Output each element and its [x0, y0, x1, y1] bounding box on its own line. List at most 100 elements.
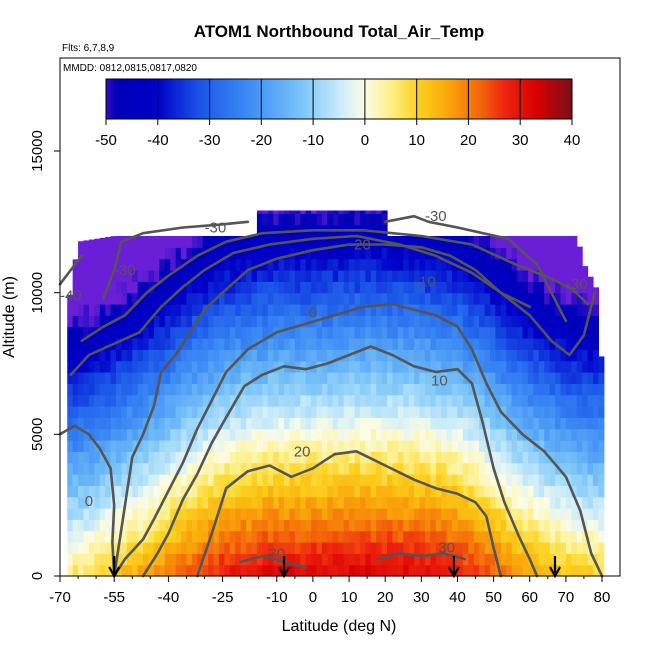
- heatmap-cell: [392, 326, 399, 339]
- heatmap-cell: [446, 542, 453, 554]
- heatmap-cell: [316, 553, 323, 566]
- heatmap-cell: [370, 417, 377, 430]
- heatmap-cell: [284, 281, 291, 294]
- heatmap-cell: [462, 496, 469, 509]
- colorbar-segment: [150, 79, 154, 119]
- heatmap-cell: [316, 508, 323, 520]
- heatmap-cell: [67, 485, 74, 498]
- heatmap-cell: [316, 338, 323, 350]
- heatmap-cell: [511, 236, 518, 248]
- heatmap-cell: [365, 315, 372, 328]
- colorbar-segment: [496, 79, 501, 119]
- heatmap-cell: [321, 383, 328, 396]
- heatmap-cell: [381, 372, 388, 384]
- heatmap-cell: [311, 270, 318, 282]
- heatmap-cell: [262, 236, 269, 248]
- heatmap-cell: [99, 315, 106, 328]
- heatmap-cell: [479, 530, 486, 543]
- heatmap-cell: [527, 519, 534, 532]
- heatmap-cell: [446, 304, 453, 316]
- heatmap-cell: [457, 451, 464, 464]
- heatmap-cell: [555, 530, 562, 543]
- heatmap-cell: [137, 247, 144, 260]
- colorbar-segment: [289, 79, 293, 119]
- heatmap-cell: [284, 315, 291, 328]
- heatmap-cell: [262, 360, 269, 373]
- heatmap-cell: [376, 406, 383, 418]
- heatmap-cell: [208, 406, 215, 418]
- heatmap-cell: [576, 519, 583, 532]
- heatmap-cell: [370, 338, 377, 350]
- heatmap-cell: [403, 440, 410, 452]
- heatmap-cell: [208, 519, 215, 532]
- heatmap-cell: [294, 485, 301, 498]
- heatmap-cell: [484, 372, 491, 384]
- heatmap-cell: [370, 326, 377, 339]
- colorbar-segment: [196, 79, 200, 119]
- heatmap-cell: [435, 440, 442, 452]
- heatmap-cell: [72, 270, 79, 282]
- heatmap-cell: [78, 383, 85, 396]
- heatmap-cell: [370, 258, 377, 271]
- heatmap-cell: [316, 326, 323, 339]
- heatmap-cell: [132, 281, 139, 294]
- heatmap-cell: [235, 462, 242, 475]
- heatmap-cell: [327, 281, 334, 294]
- heatmap-cell: [381, 440, 388, 452]
- heatmap-cell: [197, 474, 204, 486]
- heatmap-cell: [67, 440, 74, 452]
- heatmap-cell: [419, 451, 426, 464]
- heatmap-cell: [457, 485, 464, 498]
- heatmap-cell: [88, 474, 95, 486]
- heatmap-cell: [105, 326, 112, 339]
- heatmap-cell: [365, 485, 372, 498]
- heatmap-cell: [522, 338, 529, 350]
- heatmap-cell: [186, 474, 193, 486]
- heatmap-cell: [397, 530, 404, 543]
- heatmap-cell: [387, 428, 394, 441]
- heatmap-cell: [294, 553, 301, 566]
- heatmap-cell: [479, 394, 486, 407]
- heatmap-cell: [197, 315, 204, 328]
- heatmap-cell: [83, 270, 90, 282]
- heatmap-cell: [435, 553, 442, 566]
- heatmap-cell: [294, 440, 301, 452]
- heatmap-cell: [544, 360, 551, 373]
- heatmap-cell: [592, 417, 599, 430]
- heatmap-cell: [343, 485, 350, 498]
- heatmap-cell: [181, 462, 188, 475]
- heatmap-cell: [110, 304, 117, 316]
- heatmap-cell: [424, 542, 431, 554]
- heatmap-cell: [208, 360, 215, 373]
- heatmap-cell: [170, 281, 177, 294]
- heatmap-cell: [538, 519, 545, 532]
- heatmap-cell: [403, 236, 410, 248]
- heatmap-cell: [500, 428, 507, 441]
- heatmap-cell: [289, 428, 296, 441]
- heatmap-cell: [72, 542, 79, 554]
- heatmap-cell: [170, 496, 177, 509]
- heatmap-cell: [67, 542, 74, 554]
- heatmap-cell: [479, 406, 486, 418]
- heatmap-cell: [181, 383, 188, 396]
- heatmap-cell: [94, 474, 101, 486]
- heatmap-cell: [430, 236, 437, 248]
- colorbar-segment: [380, 79, 384, 119]
- heatmap-cell: [560, 428, 567, 441]
- heatmap-cell: [489, 315, 497, 328]
- heatmap-cell: [284, 474, 291, 486]
- heatmap-cell: [191, 451, 198, 464]
- heatmap-cell: [489, 236, 497, 248]
- heatmap-cell: [88, 451, 95, 464]
- heatmap-cell: [500, 349, 507, 362]
- heatmap-cell: [565, 406, 572, 418]
- heatmap-cell: [549, 270, 556, 282]
- heatmap-cell: [544, 236, 551, 248]
- heatmap-cell: [408, 236, 415, 248]
- heatmap-cell: [121, 383, 128, 396]
- heatmap-cell: [321, 440, 328, 452]
- heatmap-cell: [549, 394, 556, 407]
- heatmap-cell: [137, 304, 144, 316]
- colorbar-tick-label: 10: [408, 132, 425, 149]
- heatmap-cell: [538, 236, 545, 248]
